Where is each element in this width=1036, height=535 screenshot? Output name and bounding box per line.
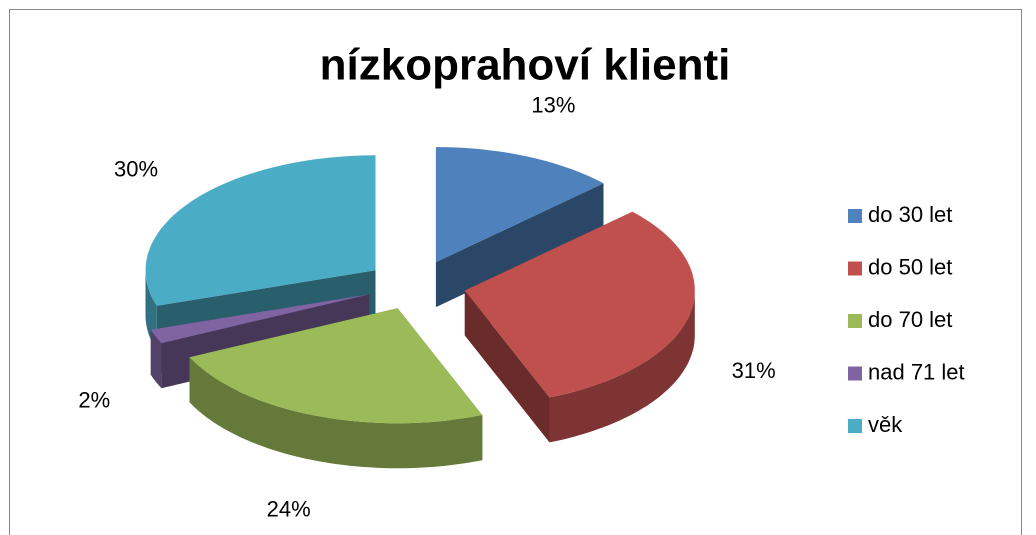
chart-border	[9, 9, 1022, 535]
legend-swatch	[848, 261, 862, 276]
data-label: 13%	[531, 92, 575, 117]
legend-swatch	[848, 419, 862, 433]
chart-title: nízkoprahoví klienti	[320, 41, 731, 90]
legend-swatch	[848, 209, 862, 223]
legend-label: do 50 let	[868, 254, 952, 279]
slice	[189, 308, 483, 424]
legend-swatch	[848, 366, 862, 381]
slice	[435, 147, 604, 263]
legend-swatch	[848, 314, 862, 328]
data-label: 2%	[78, 387, 110, 412]
data-label: 24%	[267, 497, 311, 522]
slice	[150, 294, 370, 344]
slice	[145, 155, 376, 306]
slice	[464, 211, 695, 398]
legend-label: věk	[868, 412, 903, 437]
legend-label: nad 71 let	[868, 359, 965, 384]
data-label: 30%	[114, 156, 158, 181]
legend-label: do 30 let	[868, 202, 952, 227]
slice-wall	[435, 183, 604, 308]
slice-rim	[549, 290, 695, 443]
data-label: 31%	[732, 358, 776, 383]
legend-label: do 70 let	[868, 307, 952, 332]
slice-rim	[150, 329, 162, 389]
slice-wall	[464, 290, 550, 443]
slice-rim	[189, 357, 483, 469]
